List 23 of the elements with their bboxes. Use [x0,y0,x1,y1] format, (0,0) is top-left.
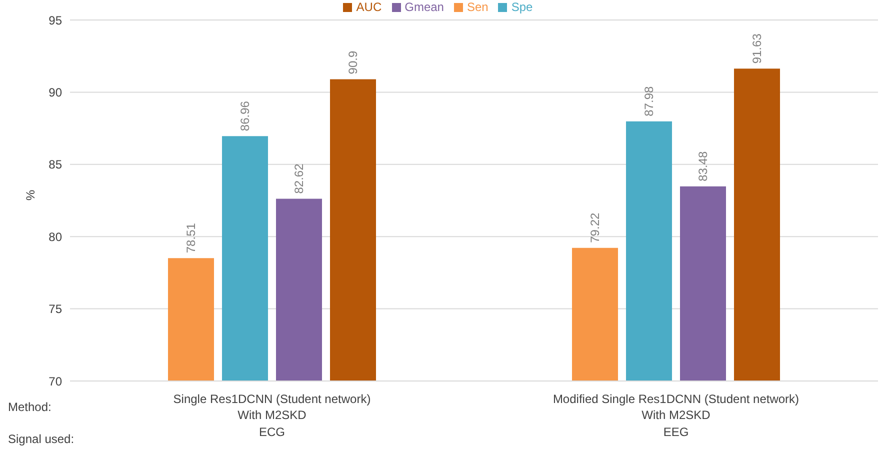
y-tick-label: 95 [48,13,62,28]
data-label: 82.62 [292,163,306,194]
y-tick-label: 80 [48,230,62,244]
x-tick-label: Modified Single Res1DCNN (Student network) With M2SKD EEG [552,392,800,439]
y-tick-label: 90 [48,85,62,100]
x-tick-label: Single Res1DCNN (Student network) With M2SKD ECG [173,392,371,439]
data-label: 91.63 [750,33,764,64]
data-label: 90.9 [346,50,360,74]
data-label: 86.96 [238,100,252,132]
data-label: 83.48 [696,150,710,182]
y-axis-title: % [23,190,38,200]
y-tick-label: 85 [48,158,62,172]
legend-label: Sen [466,0,488,14]
data-label: 78.51 [184,222,198,254]
y-tick-label: 70 [48,374,62,388]
data-label: 79.22 [588,212,602,243]
text: Signal used: [8,432,74,446]
legend-label: Gmean [404,0,444,14]
legend-label: Spe [511,0,533,14]
legend-label: AUC [356,0,382,14]
text: Method: [8,400,52,414]
y-tick-label: 75 [48,302,62,316]
data-label: 87.98 [642,86,656,116]
